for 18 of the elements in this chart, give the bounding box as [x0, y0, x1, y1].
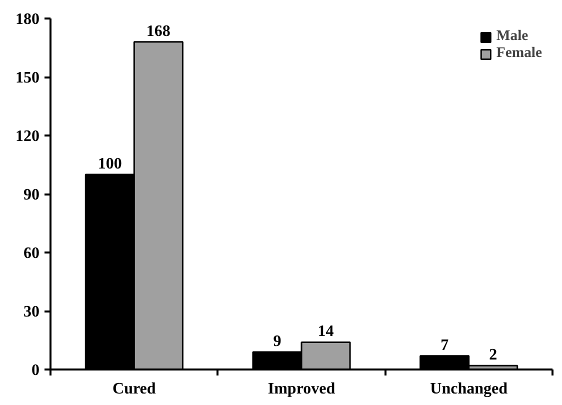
- y-tick-label: 150: [16, 70, 40, 86]
- data-label: 2: [489, 346, 498, 364]
- data-label: 9: [273, 332, 282, 350]
- legend-label: Male: [496, 28, 528, 45]
- data-label: 7: [440, 336, 449, 354]
- y-tick-label: 120: [16, 128, 40, 145]
- y-tick-label: 90: [24, 186, 40, 204]
- y-tick-label: 60: [24, 245, 40, 262]
- x-tick-label: Unchanged: [430, 380, 508, 398]
- data-label: 168: [146, 22, 170, 40]
- y-tick-label: 0: [32, 362, 40, 379]
- data-label: 100: [98, 156, 122, 172]
- legend-label: Female: [496, 45, 542, 62]
- data-label: 14: [318, 323, 334, 340]
- x-tick-label: Improved: [268, 380, 336, 398]
- x-tick-label: Cured: [112, 380, 156, 398]
- y-tick-label: 180: [16, 11, 40, 28]
- y-tick-label: 30: [24, 304, 40, 320]
